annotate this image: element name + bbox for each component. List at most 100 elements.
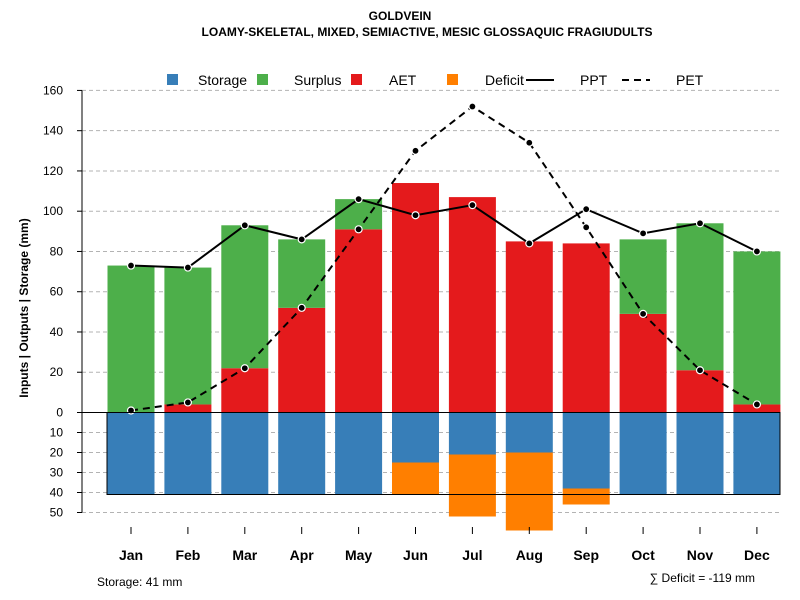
bar-storage-apr — [278, 412, 326, 495]
legend-label: PPT — [580, 72, 608, 88]
bar-surplus-mar — [221, 225, 269, 369]
bar-aet-oct — [619, 313, 667, 413]
storage-footer: Storage: 41 mm — [97, 575, 182, 589]
bar-aet-may — [335, 229, 383, 413]
deficit-footer: ∑ Deficit = -119 mm — [650, 571, 755, 585]
bar-aet-aug — [505, 241, 553, 413]
bar-aet-sep — [562, 243, 610, 413]
y-tick-label: 140 — [43, 124, 63, 138]
x-tick-label-apr: Apr — [290, 547, 315, 563]
y-tick-label: 10 — [50, 426, 64, 440]
bar-deficit-jul — [448, 454, 496, 517]
legend-label: Surplus — [294, 72, 341, 88]
ppt-point-jan — [126, 261, 136, 270]
legend-item-surplus: Surplus — [257, 72, 341, 88]
bar-deficit-sep — [562, 488, 610, 505]
y-tick-label: 30 — [50, 466, 64, 480]
bar-surplus-nov — [676, 223, 724, 371]
bar-aet-nov — [676, 370, 724, 413]
ppt-point-nov — [695, 219, 705, 228]
pet-point-feb — [183, 398, 192, 407]
bar-storage-jul — [448, 412, 496, 455]
pet-point-nov — [695, 366, 705, 375]
x-tick-label-sep: Sep — [573, 547, 599, 563]
bar-surplus-oct — [619, 239, 667, 314]
bar-surplus-dec — [733, 251, 781, 405]
x-tick-label-may: May — [345, 547, 372, 563]
legend-label: Deficit — [485, 72, 524, 88]
bar-surplus-feb — [164, 267, 212, 405]
x-tick-label-jul: Jul — [462, 547, 482, 563]
y-tick-label: 120 — [43, 164, 63, 178]
ppt-point-aug — [525, 239, 534, 248]
pet-point-sep — [582, 223, 591, 232]
y-tick-label: 40 — [50, 486, 64, 500]
legend-swatch — [351, 74, 362, 85]
legend-item-ppt: PPT — [526, 72, 608, 88]
y-tick-label: 40 — [50, 325, 64, 339]
bar-storage-nov — [676, 412, 724, 495]
pet-point-mar — [240, 364, 249, 373]
bar-storage-jun — [392, 412, 439, 463]
legend-swatch — [447, 74, 458, 85]
x-tick-label-dec: Dec — [744, 547, 770, 563]
ppt-point-dec — [752, 247, 762, 256]
y-axis-label: Inputs | Outputs | Storage (mm) — [17, 218, 31, 397]
ppt-point-may — [354, 195, 363, 204]
ppt-point-mar — [240, 221, 249, 230]
bar-storage-oct — [619, 412, 667, 495]
chart-title: GOLDVEIN — [369, 9, 432, 23]
pet-line — [130, 105, 758, 412]
x-tick-label-aug: Aug — [516, 547, 543, 563]
ppt-point-sep — [582, 205, 591, 214]
ppt-point-jul — [468, 201, 477, 210]
legend-label: AET — [389, 72, 417, 88]
bar-storage-dec — [733, 412, 781, 495]
bar-aet-apr — [278, 307, 326, 413]
bar-surplus-jan — [107, 265, 155, 413]
legend-item-deficit: Deficit — [447, 72, 524, 88]
lines — [126, 102, 762, 415]
ppt-point-apr — [297, 235, 306, 244]
pet-point-dec — [752, 400, 762, 409]
bar-deficit-aug — [505, 452, 553, 531]
legend-label: PET — [676, 72, 704, 88]
y-tick-label: 0 — [56, 406, 63, 420]
legend-item-pet: PET — [622, 72, 704, 88]
legend-label: Storage — [198, 72, 247, 88]
ppt-point-feb — [183, 263, 192, 272]
y-tick-label: 50 — [50, 506, 64, 520]
chart-subtitle: LOAMY-SKELETAL, MIXED, SEMIACTIVE, MESIC… — [202, 25, 653, 39]
pet-point-jul — [468, 102, 477, 111]
legend-swatch — [257, 74, 268, 85]
x-tick-label-jun: Jun — [403, 547, 428, 563]
y-tick-label: 160 — [43, 83, 63, 97]
pet-point-aug — [525, 138, 534, 147]
pet-point-apr — [297, 303, 306, 312]
bar-storage-sep — [562, 412, 610, 489]
bar-aet-jun — [392, 183, 439, 413]
y-tick-label: 60 — [50, 285, 64, 299]
legend-item-storage: Storage — [167, 72, 247, 88]
legend-swatch — [167, 74, 178, 85]
y-tick-label: 100 — [43, 204, 63, 218]
x-tick-label-mar: Mar — [232, 547, 257, 563]
axes: 0 20 40 60 80 100 120 140 160 10 20 30 40 50 Jan Feb Mar… — [43, 83, 780, 563]
ppt-point-oct — [638, 229, 648, 238]
y-tick-label: 80 — [50, 244, 64, 258]
bars — [106, 183, 781, 531]
bar-deficit-jun — [392, 462, 439, 495]
bar-storage-aug — [505, 412, 553, 453]
bar-aet-mar — [221, 368, 269, 413]
x-tick-label-oct: Oct — [631, 547, 655, 563]
pet-point-oct — [638, 309, 648, 318]
legend: Storage Surplus AET Deficit PPT PET — [167, 72, 704, 88]
pet-point-may — [354, 225, 363, 234]
bar-storage-feb — [164, 412, 212, 495]
legend-item-aet: AET — [351, 72, 417, 88]
x-tick-label-nov: Nov — [687, 547, 714, 563]
bar-storage-may — [335, 412, 383, 495]
x-tick-label-feb: Feb — [175, 547, 200, 563]
bar-surplus-apr — [278, 239, 326, 308]
